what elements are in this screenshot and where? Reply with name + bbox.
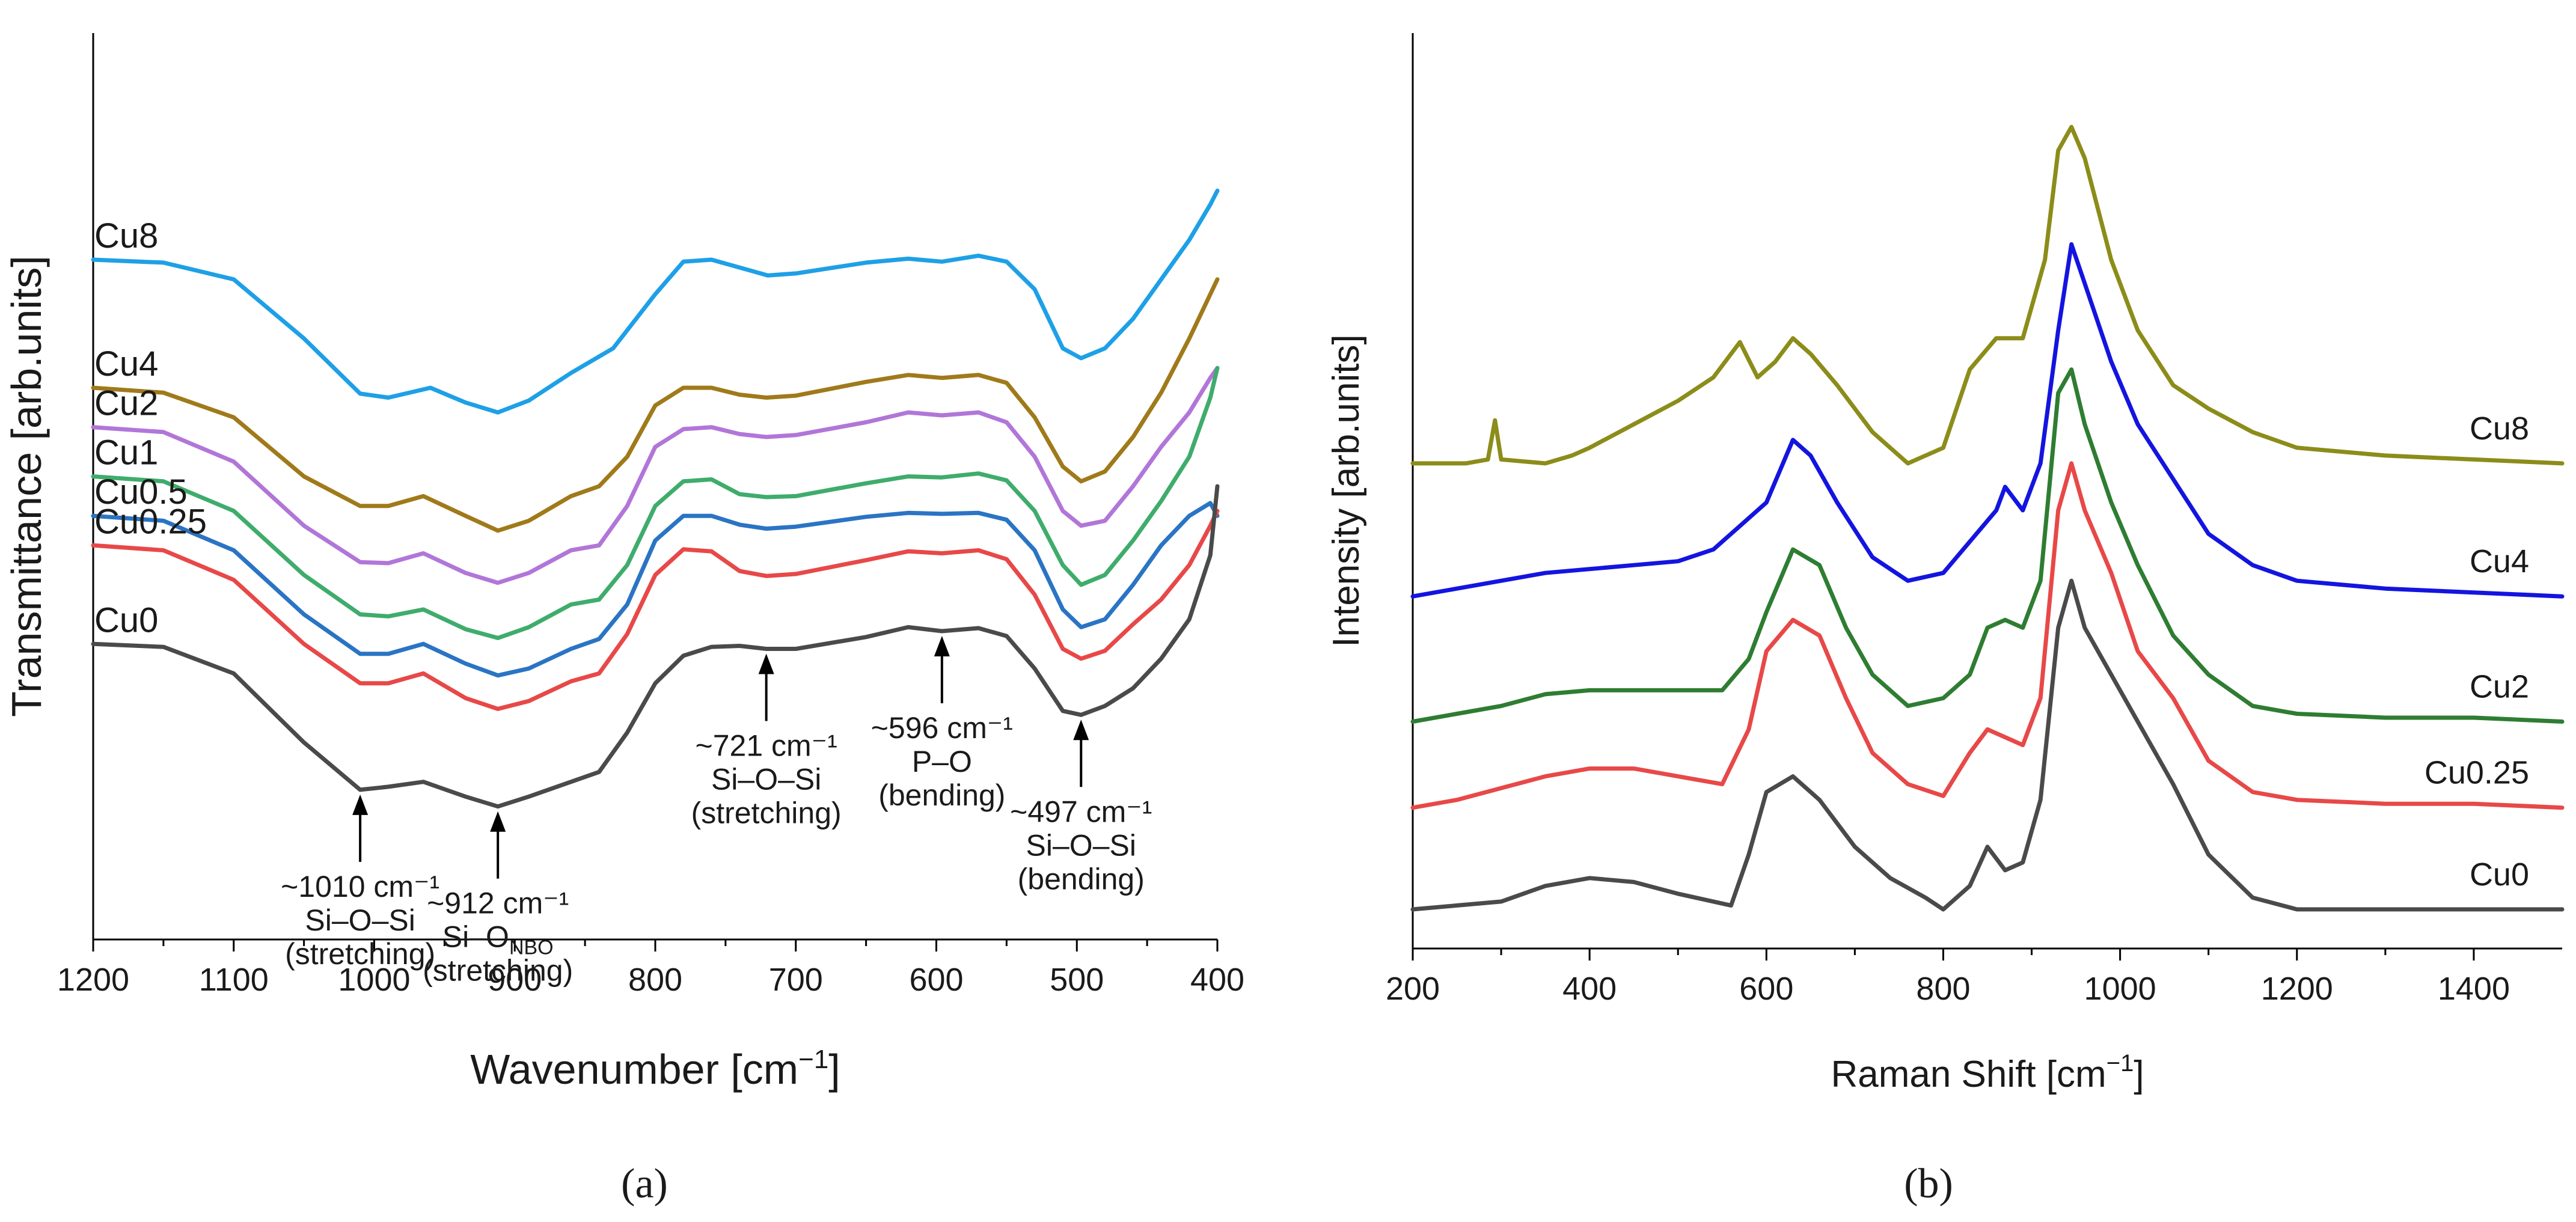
b-series-label-cu0: Cu0 (2470, 857, 2529, 893)
a-x-tick-label-800: 800 (628, 962, 682, 998)
a-series-cu8 (91, 188, 1220, 415)
b-x-tick-label-1200: 1200 (2261, 971, 2333, 1007)
a-series-label-cu8: Cu8 (94, 216, 158, 255)
a-annotation-1010-line-2: (stretching) (285, 937, 435, 971)
a-annotation-497-line-1: Si–O–Si (1026, 828, 1136, 862)
b-series-label-cu8: Cu8 (2470, 411, 2529, 447)
b-series-cu0 (1410, 578, 2565, 912)
b-x-tick-label-1000: 1000 (2084, 971, 2156, 1007)
b-series-label-cu2: Cu2 (2470, 669, 2529, 705)
b-y-axis-label: Intensity [arb.units] (1326, 334, 1367, 647)
b-x-tick-label-400: 400 (1562, 971, 1617, 1007)
a-y-axis-label: Transmittance [arb.units] (3, 255, 50, 717)
a-x-tick-label-500: 500 (1050, 962, 1104, 998)
a-series-label-cu0-25: Cu0.25 (94, 502, 207, 541)
a-annotation-497-line-0: ~497 cm⁻¹ (1010, 795, 1152, 828)
a-annotation-1010-line-1: Si–O–Si (305, 903, 415, 937)
panel-b-label: (b) (1904, 1161, 1953, 1207)
a-x-tick-label-700: 700 (769, 962, 823, 998)
panel-a-label: (a) (621, 1161, 668, 1207)
b-series-label-cu4: Cu4 (2470, 543, 2529, 579)
a-x-tick-label-1200: 1200 (57, 962, 129, 998)
b-series-label-cu0-25: Cu0.25 (2425, 755, 2529, 791)
a-x-tick-label-1000: 1000 (338, 962, 410, 998)
a-series-label-cu0: Cu0 (94, 600, 158, 640)
b-x-axis-label: Raman Shift [cm−1] (1831, 1050, 2144, 1095)
b-x-tick-label-1400: 1400 (2438, 971, 2510, 1007)
a-series-cu0 (91, 484, 1220, 809)
a-annotation-arrowhead-721 (758, 653, 774, 674)
a-annotation-721-line-1: Si–O–Si (711, 762, 821, 796)
panel-b: (b) 200 400 600 800 1000 1200 1400 Raman Shift … (1326, 33, 2565, 1207)
b-x-tick-label-600: 600 (1739, 971, 1793, 1007)
a-x-axis-label: Wavenumber [cm−1] (470, 1045, 840, 1093)
b-series-cu0-25 (1410, 461, 2565, 810)
a-annotation-721-line-2: (stretching) (691, 796, 842, 829)
a-annotation-497-line-2: (bending) (1018, 862, 1145, 896)
a-x-tick-label-600: 600 (909, 962, 963, 998)
a-annotation-912-line-0: ~912 cm⁻¹ (427, 887, 569, 920)
a-series-cu4 (91, 277, 1220, 533)
a-x-tick-label-1100: 1100 (199, 962, 269, 998)
a-annotation-1010-line-0: ~1010 cm⁻¹ (281, 870, 439, 903)
b-series-cu2 (1410, 367, 2565, 724)
a-annotation-arrowhead-596 (934, 635, 950, 656)
a-x-tick-label-900: 900 (488, 962, 542, 998)
a-series-cu2 (91, 365, 1220, 585)
a-annotation-arrowhead-912 (490, 811, 506, 832)
a-series-label-cu2: Cu2 (94, 384, 158, 423)
a-series-label-cu0-5: Cu0.5 (94, 472, 188, 512)
a-series-label-cu1: Cu1 (94, 433, 158, 472)
a-x-tick-label-400: 400 (1190, 962, 1244, 998)
a-annotation-596-line-1: P–O (912, 745, 972, 778)
a-series-cu0-25 (91, 509, 1220, 711)
b-series-cu8 (1410, 124, 2565, 466)
a-series-cu1 (91, 365, 1220, 640)
a-annotation-912-line-2: (stretching) (423, 954, 573, 988)
a-series-cu0-5 (91, 501, 1220, 678)
b-series-cu4 (1410, 242, 2565, 599)
a-annotation-596-line-0: ~596 cm⁻¹ (871, 711, 1013, 745)
a-series-label-cu4: Cu4 (94, 344, 158, 383)
a-annotation-721-line-0: ~721 cm⁻¹ (696, 729, 837, 762)
b-x-tick-label-200: 200 (1386, 971, 1440, 1007)
a-annotation-596-line-2: (bending) (878, 778, 1005, 812)
a-annotation-arrowhead-1010 (352, 794, 369, 815)
a-annotation-arrowhead-497 (1073, 719, 1089, 741)
panel-a: (a) 1200 1100 1000 900 800 700 600 500 400 Wavenu… (3, 33, 1244, 1207)
b-x-tick-label-800: 800 (1916, 971, 1970, 1007)
